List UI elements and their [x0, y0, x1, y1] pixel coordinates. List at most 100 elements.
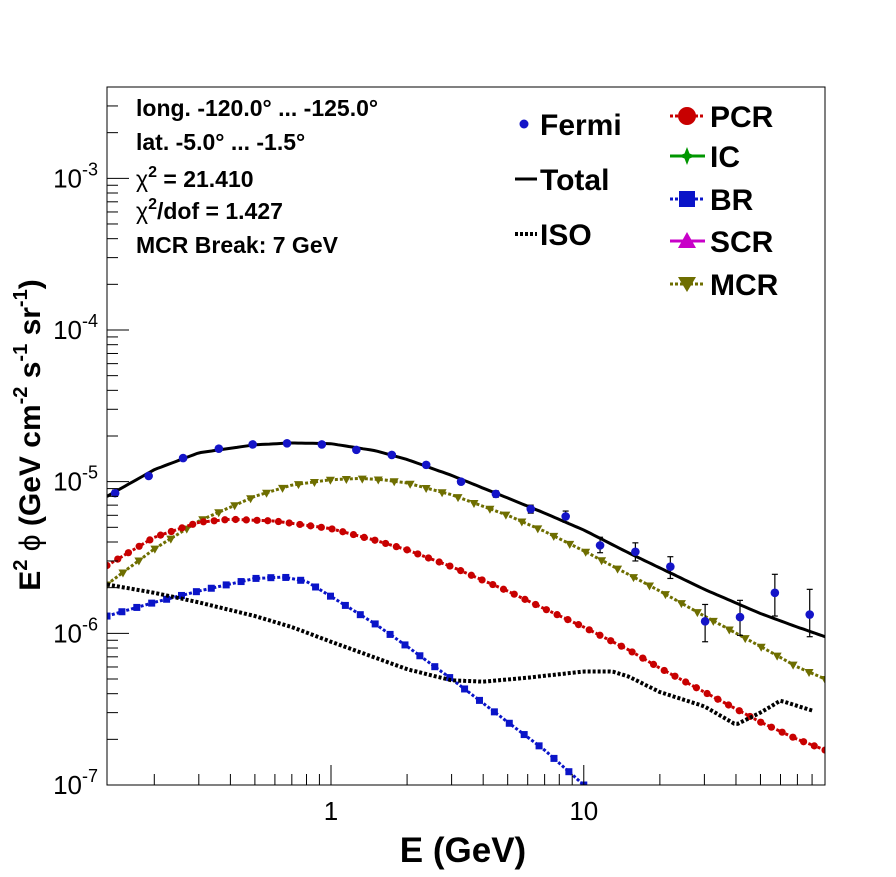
- pcr-point: [724, 701, 733, 709]
- pcr-point: [660, 666, 668, 675]
- mcr-point: [357, 475, 367, 484]
- series-br: [107, 573, 588, 785]
- pcr-point: [392, 543, 400, 551]
- pcr-point: [349, 530, 358, 539]
- series-iso: [107, 582, 813, 726]
- fermi-point: [317, 440, 327, 449]
- pcr-point: [264, 517, 272, 525]
- pcr-point: [639, 654, 647, 662]
- pcr-point: [242, 516, 250, 524]
- y-tick-label: 10-7: [53, 766, 98, 800]
- pcr-point: [682, 678, 690, 686]
- pcr-point: [778, 728, 786, 736]
- legend-entry-fermi: Fermi: [519, 109, 622, 142]
- fermi-point: [491, 489, 501, 499]
- fermi-point: [387, 450, 397, 460]
- legend-scr-label: SCR: [710, 226, 774, 259]
- fermi-marker: [526, 504, 536, 514]
- legend-entry-br: BR: [670, 184, 754, 217]
- mcr-point: [724, 626, 734, 635]
- pcr-point: [489, 580, 497, 589]
- mcr-point: [421, 485, 431, 494]
- br-point: [118, 608, 126, 616]
- pcr-point: [735, 707, 743, 715]
- br-point: [148, 599, 156, 607]
- br-point: [386, 630, 394, 638]
- mcr-point: [389, 478, 399, 487]
- br-point: [401, 641, 409, 649]
- fermi-point: [248, 440, 257, 449]
- pcr-point: [317, 523, 325, 531]
- pcr-point: [467, 571, 475, 579]
- x-tick-label: 10: [569, 796, 598, 826]
- mcr-point: [150, 545, 160, 554]
- axis-tick-labels: 1 10 10-7 10-6 10-5 10-4 10-3: [53, 159, 598, 826]
- mcr-point: [246, 495, 256, 504]
- legend-entry-iso: ISO: [515, 219, 592, 252]
- legend-iso-label: ISO: [540, 219, 592, 252]
- pcr-point: [767, 723, 776, 731]
- br-point: [252, 574, 260, 582]
- pcr-point: [510, 590, 518, 598]
- br-point: [163, 595, 171, 603]
- info-latitude: lat. -5.0° ... -1.5°: [136, 129, 305, 155]
- br-point: [505, 719, 513, 727]
- mcr-point: [501, 511, 511, 520]
- mcr-point: [278, 484, 288, 493]
- pcr-point: [799, 738, 808, 746]
- pcr-point: [328, 525, 336, 533]
- fermi-marker: [352, 445, 361, 455]
- br-point: [267, 574, 275, 582]
- pcr-point: [585, 626, 593, 634]
- info-chi2: χ2 = 21.410: [136, 164, 254, 192]
- mcr-point: [517, 518, 527, 527]
- legend-ic-marker: [678, 147, 696, 165]
- pcr-point: [199, 518, 208, 526]
- pcr-point: [757, 718, 765, 726]
- pcr-point: [146, 536, 154, 544]
- mcr-point: [230, 502, 240, 511]
- info-longitude: long. -120.0° ... -125.0°: [136, 95, 378, 121]
- pcr-point: [253, 516, 261, 524]
- fermi-point: [805, 588, 815, 638]
- pcr-point: [231, 515, 240, 524]
- fermi-marker: [387, 450, 397, 460]
- br-point: [461, 685, 469, 693]
- mcr-point: [772, 652, 782, 661]
- pcr-point: [564, 616, 572, 624]
- mcr-point: [262, 489, 272, 498]
- legend-total-label: Total: [540, 164, 609, 197]
- fermi-point: [282, 439, 292, 448]
- y-axis-title: E2 ϕ (GeV cm-2 s-1 sr-1): [10, 279, 47, 590]
- br-point: [312, 583, 320, 591]
- fermi-marker: [456, 477, 466, 486]
- pcr-point: [221, 516, 229, 524]
- fermi-point: [700, 603, 710, 643]
- pcr-point: [692, 684, 701, 692]
- mcr-point: [820, 675, 825, 684]
- fermi-marker: [700, 617, 710, 626]
- legend-entry-pcr: PCR: [670, 101, 774, 134]
- legend-mcr-label: MCR: [710, 269, 779, 302]
- fermi-marker: [561, 512, 570, 521]
- pcr-point: [435, 558, 443, 566]
- br-point: [371, 620, 379, 628]
- br-point: [207, 584, 215, 592]
- pcr-point: [649, 660, 658, 668]
- pcr-point: [810, 742, 818, 750]
- mcr-point: [788, 661, 798, 670]
- mcr-point: [166, 535, 176, 544]
- y-tick-label: 10-3: [53, 159, 98, 193]
- mcr-point: [469, 499, 479, 508]
- br-point: [222, 581, 230, 589]
- pcr-point: [285, 519, 293, 527]
- legend-pcr-marker: [678, 107, 696, 125]
- mcr-point: [660, 591, 670, 600]
- br-point: [177, 591, 185, 599]
- x-tick-label: 1: [324, 796, 338, 826]
- fermi-point: [214, 444, 224, 453]
- pcr-point: [178, 524, 186, 532]
- fermi-marker: [110, 488, 120, 498]
